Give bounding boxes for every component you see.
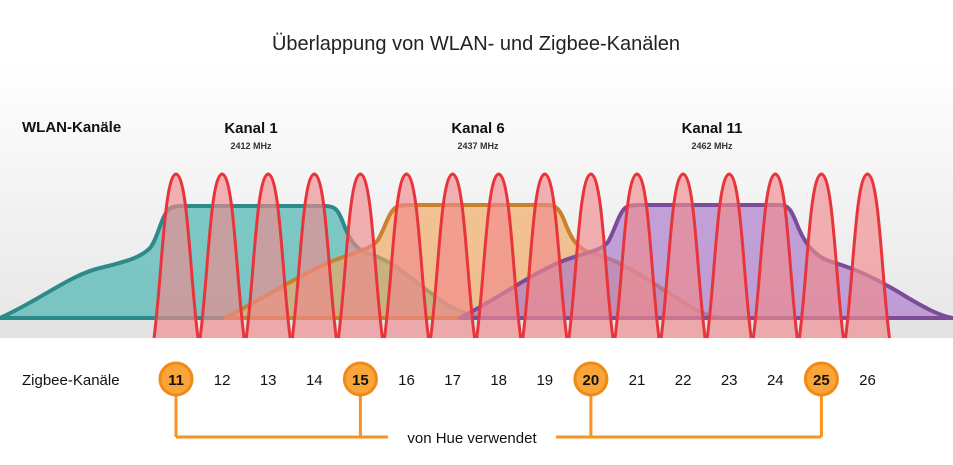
wlan-channel-11-label: Kanal 11	[682, 120, 743, 137]
zigbee-highlight-11	[158, 361, 194, 397]
zigbee-channel-16: 16	[398, 372, 415, 389]
zigbee-peak-22	[659, 172, 707, 339]
zigbee-channel-21: 21	[629, 372, 646, 389]
zigbee-channel-25: 25	[813, 372, 830, 389]
zigbee-channel-24: 24	[767, 372, 784, 389]
zigbee-peak-11	[152, 172, 200, 339]
zigbee-channel-12: 12	[214, 372, 231, 389]
zigbee-channel-17: 17	[444, 372, 461, 389]
zigbee-channel-15: 15	[352, 372, 369, 389]
zigbee-peak-12	[198, 172, 246, 339]
zigbee-peak-18	[475, 172, 523, 339]
zigbee-peak-15	[336, 172, 384, 339]
zigbee-channel-numbers: 11 12 13 14 15 16 17 18 19 20 21 22 23 24 25 26	[158, 361, 876, 397]
zigbee-peak-23	[705, 172, 753, 339]
zigbee-channel-11: 11	[168, 372, 184, 389]
hue-label-backdrop	[388, 426, 556, 448]
zigbee-highlight-20	[573, 361, 609, 397]
zigbee-channel-19: 19	[536, 372, 553, 389]
zigbee-peak-21	[613, 172, 661, 339]
zigbee-peak-19	[521, 172, 569, 339]
zigbee-highlight-25	[803, 361, 839, 397]
zigbee-channel-22: 22	[675, 372, 692, 389]
zigbee-peak-24	[751, 172, 799, 339]
wlan-channel-1-label: Kanal 1	[224, 120, 277, 137]
wlan-channel-6-label: Kanal 6	[451, 120, 504, 137]
zigbee-peak-26	[844, 172, 891, 339]
zigbee-peaks	[152, 172, 891, 339]
wlan-channel-6-freq: 2437 MHz	[457, 141, 499, 151]
zigbee-channel-14: 14	[306, 372, 323, 389]
zigbee-peak-17	[429, 172, 477, 339]
zigbee-channel-20: 20	[583, 372, 600, 389]
zigbee-peak-20	[567, 172, 615, 339]
zigbee-channel-26: 26	[859, 372, 876, 389]
zigbee-peak-16	[383, 172, 430, 339]
wlan-row-label: WLAN-Kanäle	[22, 119, 121, 136]
hue-label: von Hue verwendet	[407, 430, 537, 447]
wlan-channel-11-freq: 2462 MHz	[691, 141, 733, 151]
zigbee-highlight-15	[342, 361, 378, 397]
zigbee-peak-14	[290, 172, 338, 339]
wlan-channel-1-freq: 2412 MHz	[230, 141, 272, 151]
zigbee-peak-13	[244, 172, 292, 339]
zigbee-row-label: Zigbee-Kanäle	[22, 372, 120, 389]
zigbee-channel-18: 18	[490, 372, 507, 389]
zigbee-channel-23: 23	[721, 372, 738, 389]
diagram-title: Überlappung von WLAN- und Zigbee-Kanälen	[272, 33, 680, 55]
zigbee-channel-13: 13	[260, 372, 277, 389]
zigbee-peak-25	[797, 172, 845, 339]
